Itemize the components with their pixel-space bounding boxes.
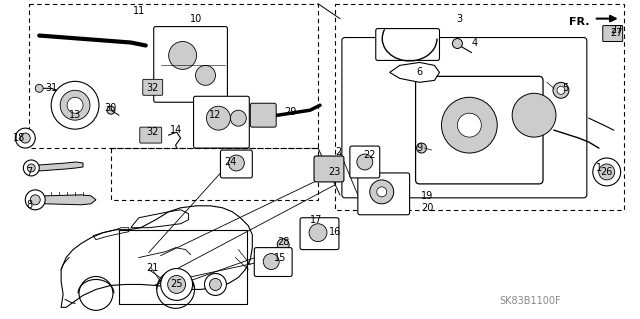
Text: 1: 1 — [596, 163, 602, 173]
Text: 6: 6 — [417, 67, 422, 78]
Text: 27: 27 — [611, 25, 623, 34]
Circle shape — [557, 86, 565, 94]
Circle shape — [107, 106, 115, 114]
Circle shape — [60, 90, 90, 120]
Circle shape — [15, 128, 35, 148]
FancyBboxPatch shape — [376, 29, 440, 60]
Text: 3: 3 — [456, 14, 463, 24]
Circle shape — [205, 273, 227, 295]
Polygon shape — [390, 63, 440, 82]
Text: 22: 22 — [364, 150, 376, 160]
Text: 28: 28 — [277, 237, 289, 247]
FancyBboxPatch shape — [342, 38, 587, 198]
Text: 2: 2 — [335, 147, 341, 157]
Circle shape — [20, 133, 30, 143]
FancyBboxPatch shape — [603, 26, 623, 41]
Circle shape — [442, 97, 497, 153]
Text: 13: 13 — [69, 110, 81, 120]
Polygon shape — [41, 195, 96, 205]
Circle shape — [599, 164, 614, 180]
Circle shape — [228, 155, 244, 171]
FancyBboxPatch shape — [254, 248, 292, 277]
Circle shape — [23, 160, 39, 176]
Circle shape — [26, 190, 45, 210]
Text: 8: 8 — [26, 200, 33, 210]
Circle shape — [207, 106, 230, 130]
Text: 20: 20 — [421, 203, 434, 213]
Circle shape — [309, 224, 327, 241]
Text: 26: 26 — [600, 167, 613, 177]
Text: 12: 12 — [209, 110, 221, 120]
Circle shape — [30, 195, 40, 205]
FancyBboxPatch shape — [193, 96, 250, 148]
Circle shape — [35, 84, 44, 92]
Circle shape — [168, 276, 186, 293]
Text: 7: 7 — [26, 167, 33, 177]
Circle shape — [209, 278, 221, 290]
Circle shape — [169, 41, 196, 70]
Circle shape — [277, 239, 289, 251]
Circle shape — [196, 65, 216, 85]
Bar — [29, 4, 318, 148]
FancyBboxPatch shape — [250, 103, 276, 127]
Text: 32: 32 — [147, 127, 159, 137]
FancyBboxPatch shape — [415, 76, 543, 184]
Circle shape — [458, 113, 481, 137]
Circle shape — [28, 164, 35, 172]
Circle shape — [51, 81, 99, 129]
Text: 30: 30 — [105, 103, 117, 113]
Circle shape — [370, 180, 394, 204]
Text: SK83B1100F: SK83B1100F — [499, 296, 561, 306]
Text: 23: 23 — [329, 167, 341, 177]
Circle shape — [161, 269, 193, 300]
Text: 10: 10 — [191, 14, 203, 24]
FancyBboxPatch shape — [300, 218, 339, 249]
Text: 32: 32 — [147, 83, 159, 93]
Text: 14: 14 — [170, 125, 182, 135]
Circle shape — [417, 143, 426, 153]
Text: 21: 21 — [147, 263, 159, 272]
Text: FR.: FR. — [570, 17, 590, 26]
Circle shape — [357, 154, 372, 170]
Text: 18: 18 — [13, 133, 26, 143]
Circle shape — [553, 82, 569, 98]
FancyBboxPatch shape — [350, 146, 380, 178]
FancyBboxPatch shape — [143, 79, 163, 95]
Circle shape — [512, 93, 556, 137]
Circle shape — [67, 97, 83, 113]
Text: 11: 11 — [132, 6, 145, 16]
FancyBboxPatch shape — [358, 173, 410, 215]
Polygon shape — [36, 162, 83, 171]
Text: 9: 9 — [417, 143, 422, 153]
Text: 25: 25 — [170, 279, 183, 289]
Text: 17: 17 — [310, 215, 322, 225]
FancyBboxPatch shape — [314, 156, 344, 182]
Circle shape — [263, 254, 279, 270]
Circle shape — [593, 158, 621, 186]
Text: 31: 31 — [45, 83, 58, 93]
Bar — [119, 230, 247, 304]
Text: 24: 24 — [224, 157, 237, 167]
Circle shape — [377, 187, 387, 197]
Text: 5: 5 — [562, 83, 568, 93]
Text: 15: 15 — [274, 253, 286, 263]
Text: 29: 29 — [284, 107, 296, 117]
FancyBboxPatch shape — [154, 26, 227, 102]
Circle shape — [230, 110, 246, 126]
Text: 27: 27 — [611, 27, 623, 38]
Text: 16: 16 — [329, 227, 341, 237]
Circle shape — [452, 39, 462, 48]
FancyBboxPatch shape — [140, 127, 162, 143]
Bar — [335, 4, 623, 210]
Text: 19: 19 — [421, 191, 434, 201]
Text: 4: 4 — [471, 38, 477, 48]
Bar — [111, 148, 318, 200]
FancyBboxPatch shape — [220, 150, 252, 178]
